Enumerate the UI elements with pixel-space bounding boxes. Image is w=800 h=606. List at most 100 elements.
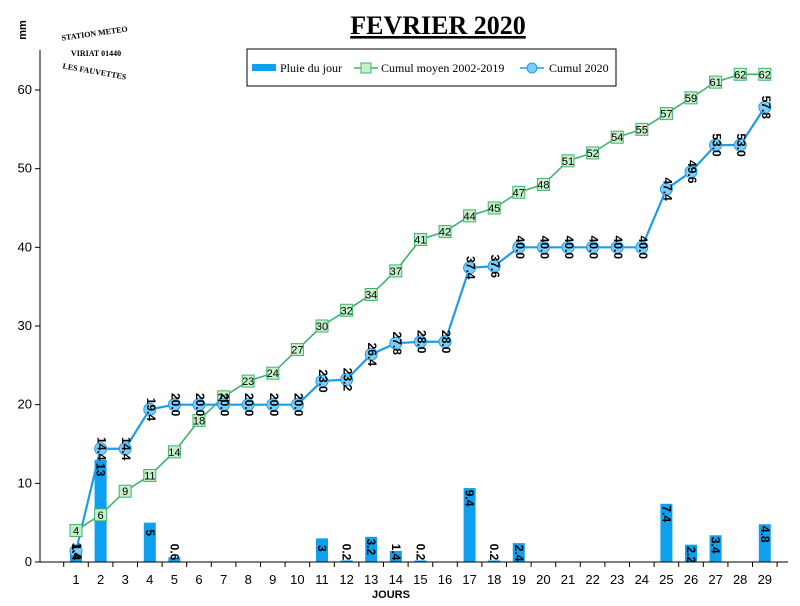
- cumul-2020-data-label: 37.4: [464, 256, 478, 280]
- cumul-2020-data-label: 20.0: [242, 393, 256, 417]
- x-tick-label: 21: [561, 572, 575, 587]
- x-tick-label: 12: [339, 572, 353, 587]
- labels-layer: 4 6 9 11 14 18 21 23 24 27 30 32 34 37 41 42 44 45 47 48 51 5…: [69, 69, 773, 563]
- avg-cumul-data-label: 59: [685, 93, 697, 105]
- cumul-2020-marker: [167, 398, 181, 412]
- rain-bar-data-label: 2.2: [684, 546, 698, 563]
- axes-lines: [39, 50, 788, 563]
- rain-bar-data-label: 0.6: [167, 544, 181, 561]
- x-tick-label: 29: [758, 572, 772, 587]
- avg-cumul-marker: [266, 366, 280, 380]
- avg-cumul-data-label: 37: [390, 266, 402, 278]
- cumul-2020-marker: [635, 240, 649, 254]
- avg-cumul-data-label: 62: [759, 69, 771, 81]
- rain-bar-data-label: 0.2: [487, 544, 501, 561]
- cumul-2020-data-label: 28.0: [414, 330, 428, 354]
- x-tick-label: 20: [536, 572, 550, 587]
- avg-cumul-data-label: 55: [636, 124, 648, 136]
- x-tick-label: 28: [733, 572, 747, 587]
- avg-cumul-data-label: 48: [537, 179, 549, 191]
- cumul-2020-marker: [143, 402, 157, 416]
- cumul-2020-marker: [684, 165, 698, 179]
- y-axis: 0 10 20 30 40 50 60: [18, 82, 40, 569]
- avg-cumul-data-label: 34: [365, 290, 377, 302]
- avg-cumul-marker: [463, 209, 477, 223]
- x-tick-label: 11: [315, 572, 329, 587]
- avg-cumul-marker: [709, 75, 723, 89]
- cumul-2020-data-label: 14.4: [95, 437, 109, 461]
- avg-cumul-data-label: 18: [193, 415, 205, 427]
- cumul-2020-marker: [315, 374, 329, 388]
- cumul-2020-data-label: 26.4: [365, 343, 379, 367]
- cumul-2020-marker: [758, 100, 772, 114]
- cumul-2020-marker: [463, 261, 477, 275]
- y-tick-label: 10: [18, 475, 32, 490]
- cumul-2020-data-label: 23.2: [341, 368, 355, 392]
- rain-bar: [660, 503, 673, 562]
- avg-cumul-data-label: 41: [414, 234, 426, 246]
- cumul-2020-data-label: 47.4: [660, 177, 674, 201]
- x-tick-label: 5: [171, 572, 178, 587]
- legend-label-rain: Pluie du jour: [280, 61, 342, 75]
- x-tick-label: 27: [708, 572, 722, 587]
- avg-cumul-data-label: 42: [439, 227, 451, 239]
- avg-cumul-data-label: 32: [340, 305, 352, 317]
- avg-cumul-data-label: 47: [513, 187, 525, 199]
- avg-cumul-data-label: 4: [73, 526, 79, 538]
- cumul-2020-marker: [709, 138, 723, 152]
- avg-cumul-marker: [536, 177, 550, 191]
- rain-bar: [365, 536, 378, 562]
- legend-label-avg: Cumul moyen 2002-2019: [381, 61, 504, 75]
- x-tick-label: 1: [72, 572, 79, 587]
- cumul-2020-marker: [290, 398, 304, 412]
- cumul-2020-marker: [266, 398, 280, 412]
- avg-cumul-data-label: 9: [122, 486, 128, 498]
- cumul-2020-marker: [340, 372, 354, 386]
- avg-cumul-data-label: 14: [168, 447, 180, 459]
- cumul-2020-marker: [487, 259, 501, 273]
- logo-line-2: VIRIAT 01440: [71, 49, 121, 58]
- avg-cumul-data-label: 11: [144, 470, 155, 482]
- avg-cumul-marker: [413, 232, 427, 246]
- rain-bar: [316, 538, 328, 562]
- avg-cumul-marker: [438, 225, 452, 239]
- rain-bar-data-label: 7.4: [659, 505, 673, 522]
- rain-bar-data-label: 2.4: [512, 545, 526, 562]
- legend-swatch-2020-marker: [526, 62, 538, 74]
- rain-bar: [709, 535, 722, 562]
- cumul-2020-data-label: 40.0: [587, 236, 601, 260]
- avg-cumul-marker: [167, 445, 181, 459]
- avg-cumul-data-label: 44: [463, 211, 475, 223]
- avg-cumul-marker: [69, 524, 83, 538]
- rain-bar-data-label: 3.4: [709, 537, 723, 554]
- rain-bar-data-label: 1.4: [69, 544, 83, 561]
- cumul-2020-data-label: 20.0: [291, 393, 305, 417]
- cumul-2020-data-label: 40.0: [513, 236, 527, 260]
- x-tick-label: 8: [245, 572, 252, 587]
- x-tick-label: 2: [97, 572, 104, 587]
- y-tick-label: 30: [18, 318, 32, 333]
- y-axis-unit: mm: [17, 20, 29, 40]
- cumul-2020-marker: [192, 398, 206, 412]
- cumul-2020-data-label: 20.0: [218, 393, 232, 417]
- avg-cumul-data-label: 6: [98, 510, 104, 522]
- chart-title: FEVRIER 2020: [350, 11, 526, 40]
- cumul-2020-data-label: 28.0: [439, 330, 453, 354]
- cumul-2020-data-label: 20.0: [168, 393, 182, 417]
- legend-box: [246, 48, 617, 87]
- x-tick-label: 4: [146, 572, 153, 587]
- y-tick-label: 60: [18, 82, 32, 97]
- rain-bar-data-label: 4.8: [758, 526, 772, 543]
- avg-cumul-marker: [241, 374, 255, 388]
- rain-bar-data-label: 5: [143, 529, 157, 536]
- x-tick-label: 16: [438, 572, 452, 587]
- x-tick-label: 17: [462, 572, 476, 587]
- avg-cumul-marker: [290, 343, 304, 357]
- avg-cumul-data-label: 45: [488, 203, 500, 215]
- x-tick-label: 15: [413, 572, 427, 587]
- lines-layer: [69, 67, 772, 558]
- cumul-2020-data-label: 40.0: [611, 236, 625, 260]
- cumul-2020-marker: [364, 347, 378, 361]
- cumul-2020-data-label: 1.4: [70, 543, 84, 560]
- legend-label-2020: Cumul 2020: [549, 61, 609, 75]
